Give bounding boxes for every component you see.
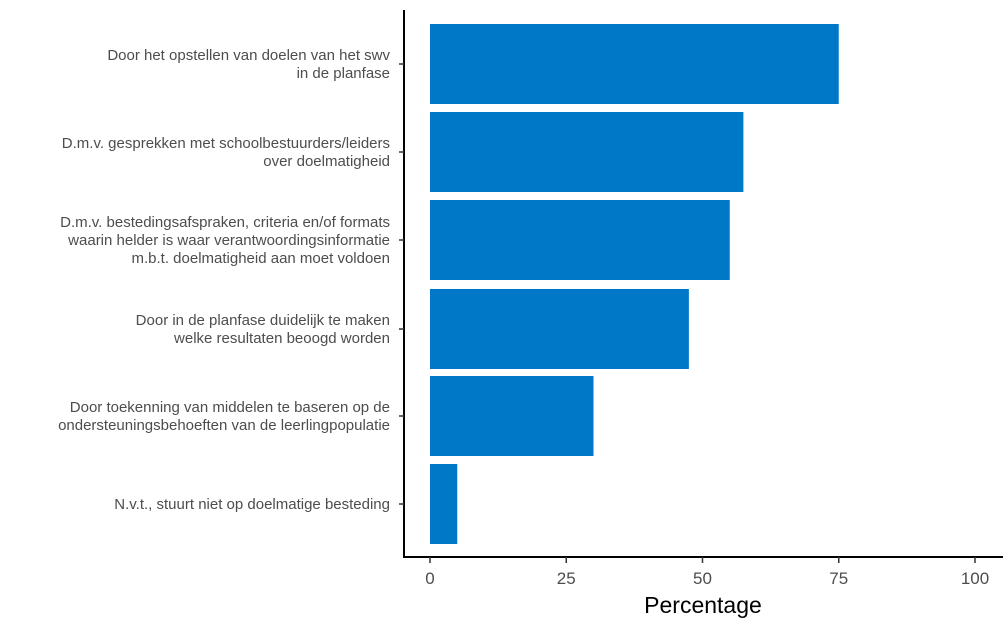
x-tick-label-3: 50: [693, 569, 712, 588]
bar-6: [430, 464, 458, 544]
category-label-4: Door in de planfase duidelijk te maken we…: [136, 312, 390, 347]
y-ticks-group: [399, 63, 404, 505]
category-label-3: D.m.v. bestedingsafspraken, criteria en/…: [60, 214, 390, 267]
x-tick-label-1: 0: [425, 569, 434, 588]
x-tick-label-2: 25: [557, 569, 576, 588]
category-label-6: N.v.t., stuurt niet op doelmatige bested…: [114, 496, 390, 513]
bar-4: [430, 289, 689, 369]
x-tick-label-4: 75: [829, 569, 848, 588]
bars-group: [430, 24, 839, 544]
bar-3: [430, 200, 730, 280]
bar-1: [430, 24, 839, 104]
category-labels-group: Door het opstellen van doelen van het sw…: [58, 47, 390, 513]
x-tick-label-5: 100: [961, 569, 989, 588]
category-label-5: Door toekenning van middelen te baseren …: [58, 399, 390, 434]
x-ticks-group: 0 25 50 75 100: [425, 557, 989, 588]
category-label-1: Door het opstellen van doelen van het sw…: [107, 47, 390, 82]
bar-5: [430, 376, 594, 456]
category-label-2: D.m.v. gesprekken met schoolbestuurders/…: [62, 135, 390, 170]
x-axis-title: Percentage: [644, 592, 762, 618]
bar-2: [430, 112, 744, 192]
